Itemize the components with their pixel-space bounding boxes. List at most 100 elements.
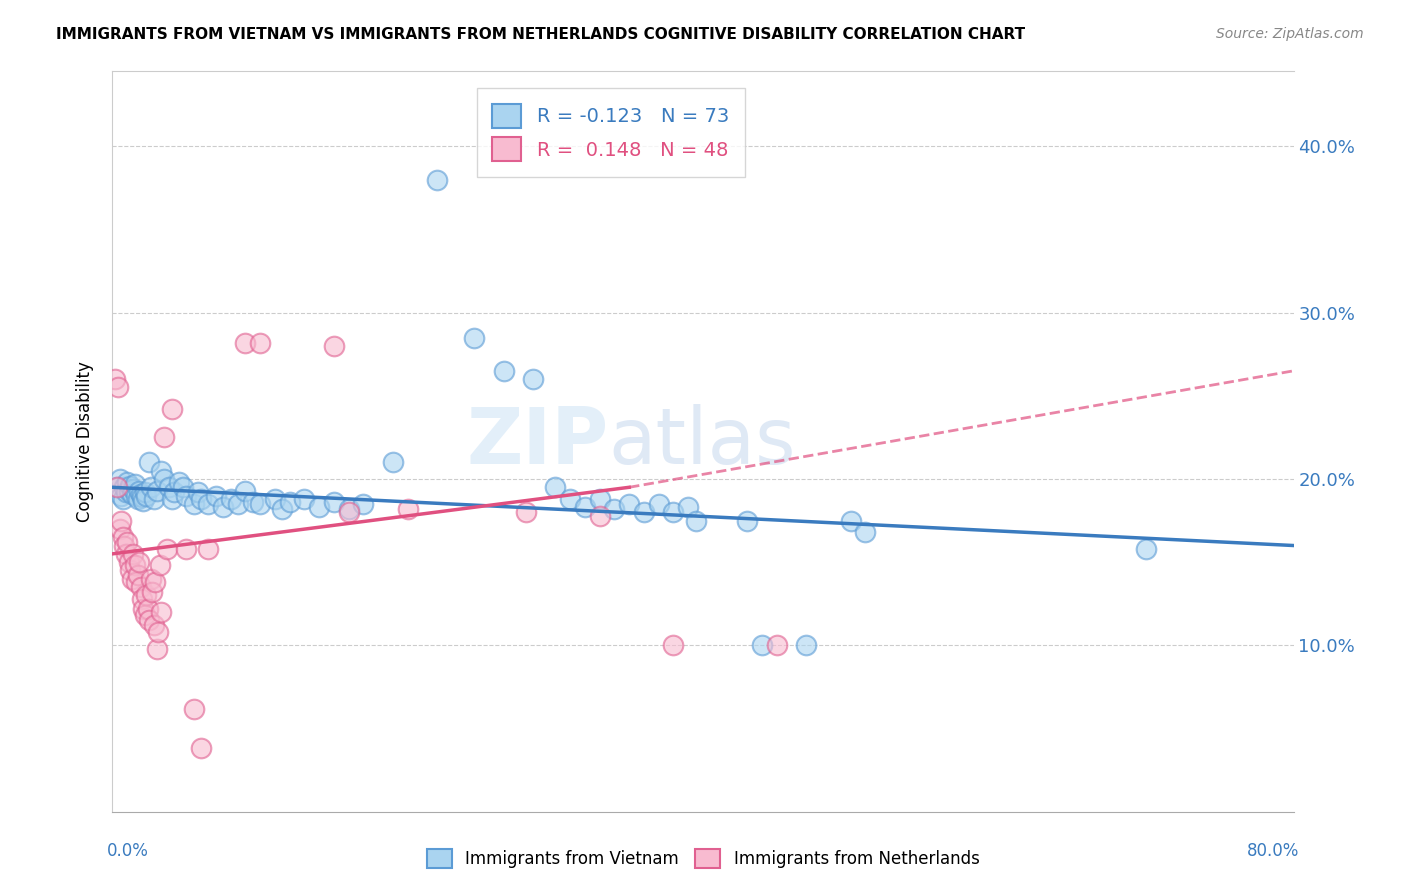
Point [463, 330, 485, 344]
Point [588, 508, 610, 523]
Point [249, 497, 271, 511]
Point [114, 485, 136, 500]
Point [205, 489, 228, 503]
Point [142, 618, 165, 632]
Point [271, 502, 294, 516]
Point [544, 480, 567, 494]
Point [766, 638, 789, 652]
Point [139, 480, 162, 494]
Point [308, 500, 330, 515]
Legend: R = -0.123   N = 73, R =  0.148   N = 48: R = -0.123 N = 73, R = 0.148 N = 48 [477, 88, 745, 177]
Point [135, 489, 157, 503]
Point [264, 491, 287, 506]
Point [117, 475, 138, 490]
Point [134, 608, 156, 623]
Point [125, 489, 148, 503]
Point [737, 514, 759, 528]
Point [174, 489, 197, 503]
Point [226, 497, 249, 511]
Point [183, 701, 205, 715]
Text: Source: ZipAtlas.com: Source: ZipAtlas.com [1216, 27, 1364, 41]
Point [278, 495, 301, 509]
Point [167, 475, 190, 490]
Point [110, 514, 132, 528]
Point [1135, 541, 1157, 556]
Point [105, 480, 128, 494]
Point [108, 472, 131, 486]
Point [118, 555, 141, 569]
Point [396, 502, 419, 516]
Text: 0.0%: 0.0% [107, 842, 149, 860]
Point [138, 455, 160, 469]
Point [146, 641, 169, 656]
Point [107, 380, 129, 394]
Point [138, 614, 160, 628]
Point [156, 541, 179, 556]
Point [148, 625, 170, 640]
Point [153, 430, 176, 444]
Point [163, 485, 186, 500]
Y-axis label: Cognitive Disability: Cognitive Disability [76, 361, 94, 522]
Point [426, 172, 449, 186]
Point [588, 491, 610, 506]
Point [337, 505, 360, 519]
Point [129, 487, 152, 501]
Point [139, 572, 162, 586]
Point [131, 591, 153, 606]
Point [839, 514, 862, 528]
Point [323, 339, 346, 353]
Point [125, 575, 148, 590]
Point [112, 480, 135, 494]
Point [242, 495, 264, 509]
Point [212, 500, 235, 515]
Point [292, 491, 315, 506]
Point [111, 491, 134, 506]
Point [558, 491, 582, 506]
Point [128, 483, 150, 498]
Point [111, 530, 134, 544]
Point [492, 364, 515, 378]
Point [197, 497, 219, 511]
Point [233, 335, 256, 350]
Point [233, 483, 256, 498]
Point [323, 495, 346, 509]
Point [160, 491, 183, 506]
Point [134, 485, 156, 500]
Point [141, 585, 163, 599]
Point [796, 638, 818, 652]
Text: 80.0%: 80.0% [1247, 842, 1299, 860]
Point [685, 514, 707, 528]
Point [522, 372, 544, 386]
Point [150, 605, 173, 619]
Point [135, 589, 157, 603]
Point [249, 335, 271, 350]
Point [114, 547, 136, 561]
Point [124, 477, 146, 491]
Point [142, 491, 165, 506]
Legend: Immigrants from Vietnam, Immigrants from Netherlands: Immigrants from Vietnam, Immigrants from… [420, 843, 986, 875]
Point [337, 502, 360, 516]
Point [132, 601, 155, 615]
Point [105, 480, 128, 494]
Point [127, 491, 149, 506]
Point [574, 500, 596, 515]
Point [128, 555, 150, 569]
Point [112, 539, 135, 553]
Point [647, 497, 671, 511]
Point [157, 480, 180, 494]
Point [118, 483, 141, 498]
Point [129, 580, 152, 594]
Point [619, 497, 641, 511]
Point [219, 491, 242, 506]
Point [515, 505, 537, 519]
Point [122, 547, 145, 561]
Point [122, 482, 145, 496]
Point [190, 741, 212, 756]
Point [104, 372, 127, 386]
Point [149, 558, 172, 573]
Point [132, 493, 155, 508]
Point [855, 525, 877, 540]
Point [108, 522, 131, 536]
Point [160, 402, 183, 417]
Point [136, 601, 159, 615]
